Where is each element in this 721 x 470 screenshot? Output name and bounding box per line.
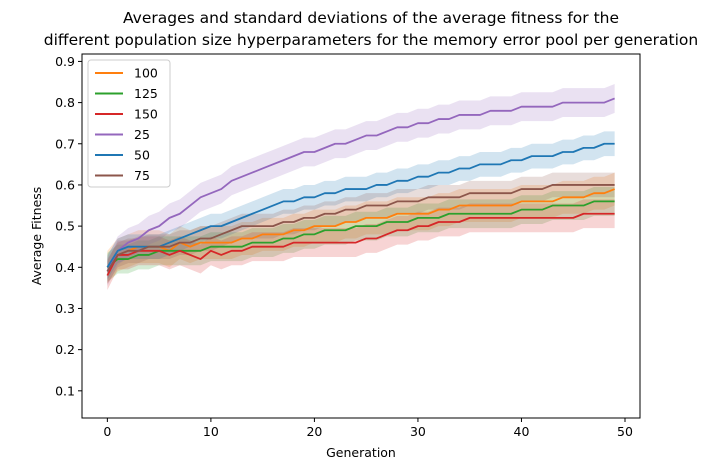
series-lines (106, 97, 615, 276)
y-tick-label: 0.6 (55, 177, 75, 192)
legend-label-150: 150 (134, 107, 158, 122)
plot-frame (81, 53, 641, 419)
std-band-100 (107, 172, 615, 284)
legend-label-50: 50 (134, 148, 150, 163)
series-line-25 (106, 97, 615, 272)
x-tick-label: 40 (514, 424, 530, 439)
x-tick-label: 10 (203, 424, 219, 439)
legend-label-100: 100 (134, 66, 158, 81)
y-tick-label: 0.3 (55, 301, 75, 316)
chart-title-line-1: Averages and standard deviations of the … (123, 9, 619, 27)
series-line-100 (106, 188, 615, 268)
y-axis-label: Average Fitness (29, 187, 44, 286)
y-axis-ticks: 0.1 0.2 0.3 0.4 0.5 0.6 0.7 0.8 0.9 (55, 54, 82, 398)
series-line-125 (106, 200, 615, 268)
std-band-25 (107, 84, 615, 286)
x-tick-label: 50 (617, 424, 633, 439)
std-band-75 (107, 172, 615, 284)
legend-label-125: 125 (134, 86, 158, 101)
std-band-125 (107, 187, 615, 282)
x-tick-label: 20 (306, 424, 322, 439)
x-tick-label: 0 (103, 424, 111, 439)
series-line-50 (106, 142, 615, 268)
legend-label-75: 75 (134, 168, 150, 183)
x-axis-label: Generation (326, 445, 396, 460)
legend: 100 125 150 25 50 75 (87, 59, 171, 188)
series-line-75 (106, 184, 615, 272)
x-axis-ticks: 0 10 20 30 40 50 (103, 418, 633, 439)
std-bands (107, 84, 615, 290)
y-tick-label: 0.4 (55, 260, 75, 275)
chart-title-line-2: different population size hyperparameter… (44, 31, 698, 49)
y-tick-label: 0.7 (55, 136, 75, 151)
legend-label-25: 25 (134, 127, 150, 142)
y-tick-label: 0.1 (55, 383, 75, 398)
x-tick-label: 30 (410, 424, 426, 439)
y-tick-label: 0.8 (55, 95, 75, 110)
y-tick-label: 0.2 (55, 342, 75, 357)
y-tick-label: 0.5 (55, 219, 75, 234)
std-band-50 (107, 131, 615, 280)
std-band-150 (107, 199, 615, 290)
y-tick-label: 0.9 (55, 54, 75, 69)
series-line-150 (106, 212, 615, 276)
